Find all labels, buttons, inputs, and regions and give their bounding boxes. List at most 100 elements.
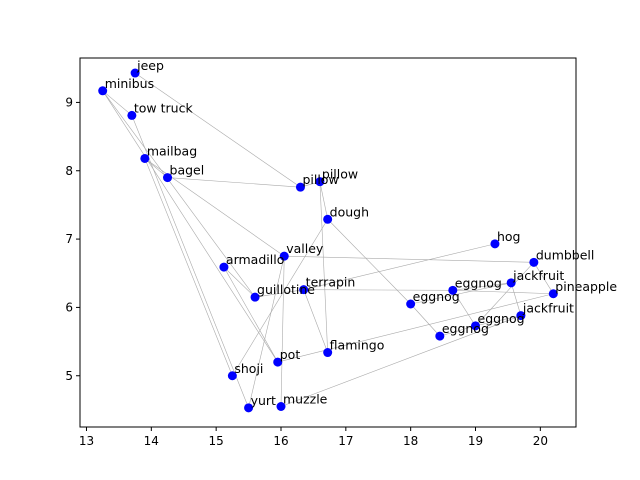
data-point <box>471 321 481 331</box>
edge-line <box>102 90 256 298</box>
data-point <box>516 311 526 321</box>
edge-line <box>134 72 301 188</box>
point-label: pot <box>280 347 301 362</box>
edge-line <box>533 262 554 294</box>
edge-line <box>303 243 496 290</box>
point-label: guillotine <box>257 282 315 297</box>
point-label: pineapple <box>555 279 617 294</box>
data-point <box>448 285 458 295</box>
x-tick-label: 13 <box>79 434 94 448</box>
x-tick-label: 14 <box>144 434 159 448</box>
point-label: jackfruit <box>522 301 574 316</box>
edges-layer <box>102 72 554 408</box>
point-label: bagel <box>170 163 205 178</box>
data-point <box>299 285 309 295</box>
point-label: jeep <box>136 58 164 73</box>
point-label: eggnog <box>455 275 502 290</box>
point-label: mailbag <box>147 143 197 158</box>
data-point <box>406 299 416 309</box>
y-tick-label: 8 <box>65 164 73 178</box>
y-tick-label: 9 <box>65 95 73 109</box>
x-tick-label: 20 <box>533 434 548 448</box>
data-point <box>315 177 325 187</box>
edge-line <box>410 282 512 305</box>
point-label: muzzle <box>283 392 328 407</box>
data-point <box>127 110 137 120</box>
data-point <box>219 262 229 272</box>
y-tick-label: 7 <box>65 232 73 246</box>
edge-line <box>102 90 133 116</box>
data-point <box>295 182 305 192</box>
data-point <box>163 173 173 183</box>
edge-line <box>475 315 521 327</box>
edge-line <box>102 90 279 363</box>
data-point <box>140 153 150 163</box>
point-label: jackfruit <box>512 268 564 283</box>
y-axis: 5 6 7 8 9 <box>65 95 80 383</box>
edge-line <box>144 158 233 376</box>
points-layer <box>98 68 558 413</box>
edge-line <box>303 289 453 291</box>
edge-line <box>452 290 554 295</box>
data-point <box>98 86 108 96</box>
x-tick-label: 15 <box>209 434 224 448</box>
data-point <box>323 214 333 224</box>
x-tick-label: 19 <box>468 434 483 448</box>
point-label: dough <box>330 204 369 219</box>
x-tick-label: 18 <box>403 434 418 448</box>
point-label: eggnog <box>442 321 489 336</box>
point-label: flamingo <box>330 338 385 353</box>
edge-line <box>319 181 328 220</box>
edge-line <box>284 255 534 263</box>
edge-line <box>410 303 441 337</box>
edge-line <box>223 266 279 363</box>
data-point <box>548 289 558 299</box>
edge-line <box>319 181 328 353</box>
point-label: yurt <box>251 393 276 408</box>
data-point <box>244 403 254 413</box>
data-point <box>276 402 286 411</box>
point-label: tow truck <box>134 100 194 115</box>
edge-line <box>475 262 535 327</box>
edge-line <box>255 289 304 298</box>
data-point <box>130 68 140 78</box>
point-label: eggnog <box>413 289 460 304</box>
edge-line <box>439 325 476 337</box>
point-label: eggnog <box>478 311 525 326</box>
edge-line <box>248 256 285 408</box>
x-tick-label: 16 <box>273 434 288 448</box>
data-point <box>490 239 500 249</box>
point-label: pillow <box>302 172 338 187</box>
edge-line <box>452 290 476 327</box>
data-point <box>506 278 516 288</box>
edge-line <box>131 115 249 408</box>
edge-line <box>280 315 521 407</box>
x-axis: 13 14 15 16 17 18 19 20 <box>79 427 548 448</box>
point-label: pillow <box>322 167 358 182</box>
edge-line <box>280 256 285 407</box>
edge-line <box>223 266 256 298</box>
data-point <box>279 251 289 261</box>
data-point <box>227 371 237 381</box>
data-point <box>323 348 333 358</box>
y-tick-label: 6 <box>65 300 73 314</box>
data-point <box>273 357 283 367</box>
edge-line <box>167 177 301 188</box>
edge-line <box>303 289 328 353</box>
y-tick-label: 5 <box>65 369 73 383</box>
point-label: valley <box>286 241 324 256</box>
edge-line <box>452 282 512 291</box>
plot-frame <box>79 57 577 428</box>
point-label: shoji <box>234 361 263 376</box>
data-point <box>435 331 445 341</box>
point-label: hog <box>497 229 521 244</box>
point-label: dumbbell <box>536 247 595 262</box>
data-point <box>250 292 260 302</box>
x-tick-label: 17 <box>338 434 353 448</box>
point-label: terrapin <box>306 275 356 290</box>
edge-line <box>232 219 328 376</box>
point-label: armadillo <box>226 252 284 267</box>
edge-line <box>510 282 522 316</box>
